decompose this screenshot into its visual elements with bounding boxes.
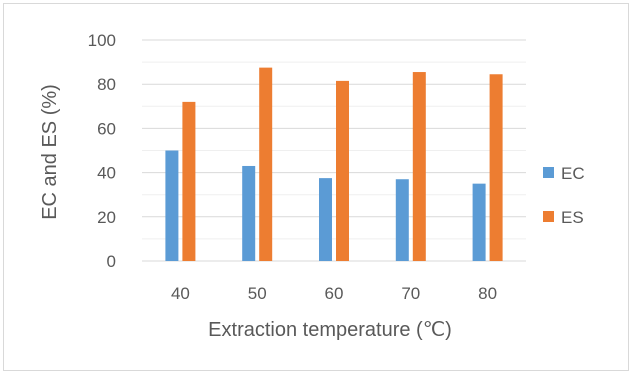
legend-label-es: ES bbox=[561, 208, 584, 227]
x-tick-label: 40 bbox=[171, 284, 190, 303]
x-tick-label: 50 bbox=[248, 284, 267, 303]
bar-ec-60 bbox=[319, 178, 332, 261]
bar-es-80 bbox=[489, 74, 503, 261]
bar-ec-80 bbox=[472, 183, 486, 261]
y-tick-label: 80 bbox=[97, 75, 116, 94]
y-tick-label: 100 bbox=[88, 31, 116, 50]
bars bbox=[165, 67, 503, 261]
gridlines bbox=[142, 39, 526, 262]
bar-ec-70 bbox=[395, 179, 409, 261]
y-tick-label: 60 bbox=[97, 119, 116, 138]
bar-es-60 bbox=[336, 80, 349, 261]
y-tick-label: 40 bbox=[97, 164, 116, 183]
bar-ec-40 bbox=[165, 150, 179, 261]
y-axis-ticks: 0 20 40 60 80 100 bbox=[88, 31, 116, 271]
x-tick-label: 80 bbox=[478, 284, 497, 303]
x-axis-ticks: 40 50 60 70 80 bbox=[171, 284, 497, 303]
bar-es-50 bbox=[259, 67, 273, 261]
legend-swatch-ec bbox=[543, 167, 554, 178]
y-axis-title: EC and ES (%) bbox=[39, 84, 61, 220]
x-tick-label: 70 bbox=[401, 284, 420, 303]
legend: EC ES bbox=[543, 164, 585, 227]
y-tick-label: 20 bbox=[97, 208, 116, 227]
x-axis-title: Extraction temperature (℃) bbox=[208, 319, 452, 341]
y-tick-label: 0 bbox=[107, 252, 116, 271]
legend-label-ec: EC bbox=[561, 164, 585, 183]
bar-es-40 bbox=[182, 101, 196, 261]
x-tick-label: 60 bbox=[325, 284, 344, 303]
bar-ec-50 bbox=[242, 165, 256, 261]
chart-frame bbox=[3, 3, 629, 371]
bar-es-70 bbox=[412, 72, 426, 261]
legend-swatch-es bbox=[543, 211, 554, 222]
